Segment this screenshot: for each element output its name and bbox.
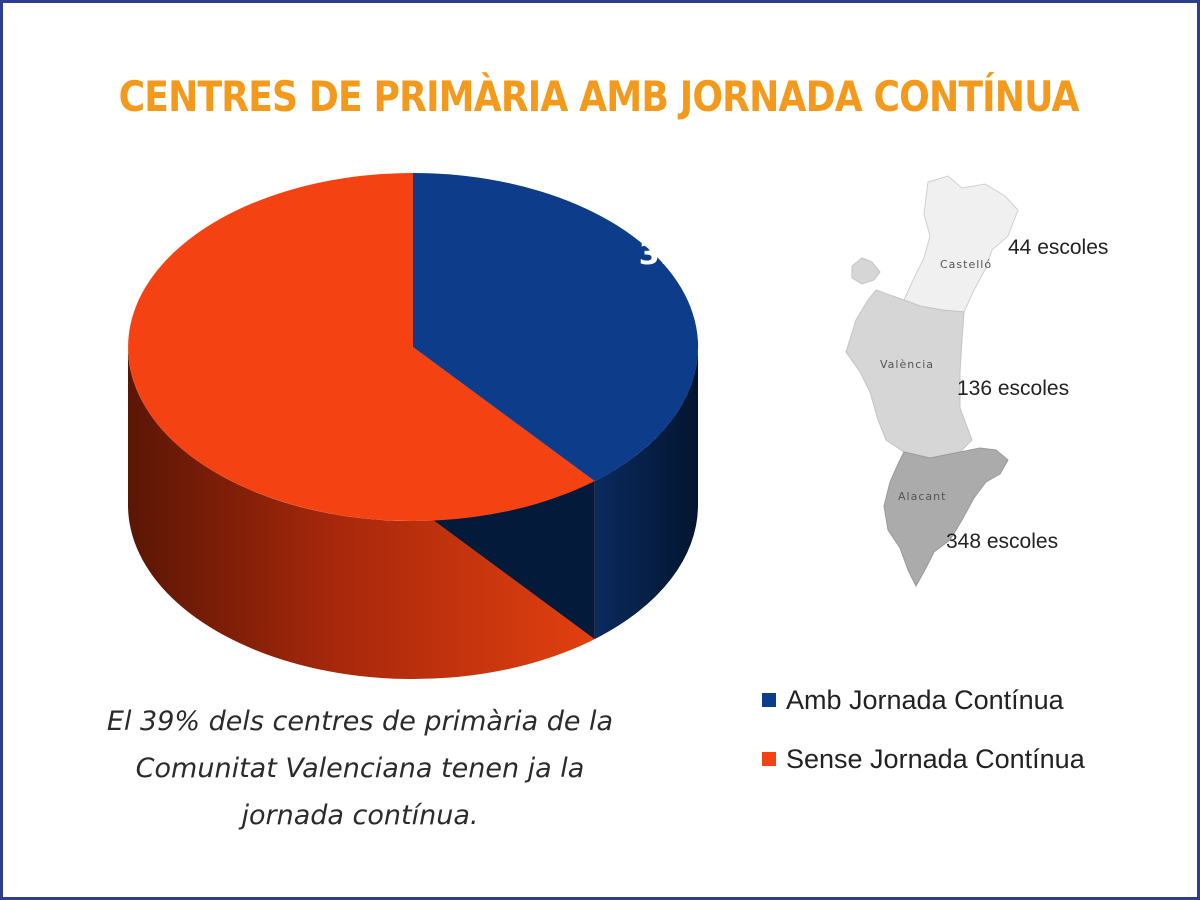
legend-label-sense: Sense Jornada Contínua: [786, 743, 1085, 774]
legend-item-amb: Amb Jornada Contínua: [762, 680, 1085, 720]
pie-data-label-0: 39%: [639, 237, 711, 272]
pie-side-1: [127, 347, 595, 680]
map-label-valencia: València: [880, 358, 935, 371]
map-count-alacant: 348 escoles: [946, 530, 1059, 553]
legend-swatch-sense: [762, 752, 776, 766]
chart-title: CENTRES DE PRIMÀRIA AMB JORNADA CONTÍNUA: [118, 72, 1080, 121]
legend-label-amb: Amb Jornada Contínua: [786, 684, 1064, 715]
pie-slice-1: [128, 173, 595, 521]
pie-slice-0: [413, 173, 699, 482]
chart-caption: El 39% dels centres de primària de la Co…: [106, 706, 614, 831]
map-label-castello: Castelló: [940, 258, 993, 271]
map-count-valencia: 136 escoles: [957, 377, 1070, 400]
legend-swatch-amb: [762, 693, 776, 707]
map-label-alacant: Alacant: [898, 490, 947, 503]
pie-side-0: [594, 347, 699, 640]
chart-legend: Amb Jornada Contínua Sense Jornada Contí…: [762, 680, 1085, 798]
map-count-castello: 44 escoles: [1008, 236, 1109, 259]
legend-item-sense: Sense Jornada Contínua: [762, 739, 1085, 779]
